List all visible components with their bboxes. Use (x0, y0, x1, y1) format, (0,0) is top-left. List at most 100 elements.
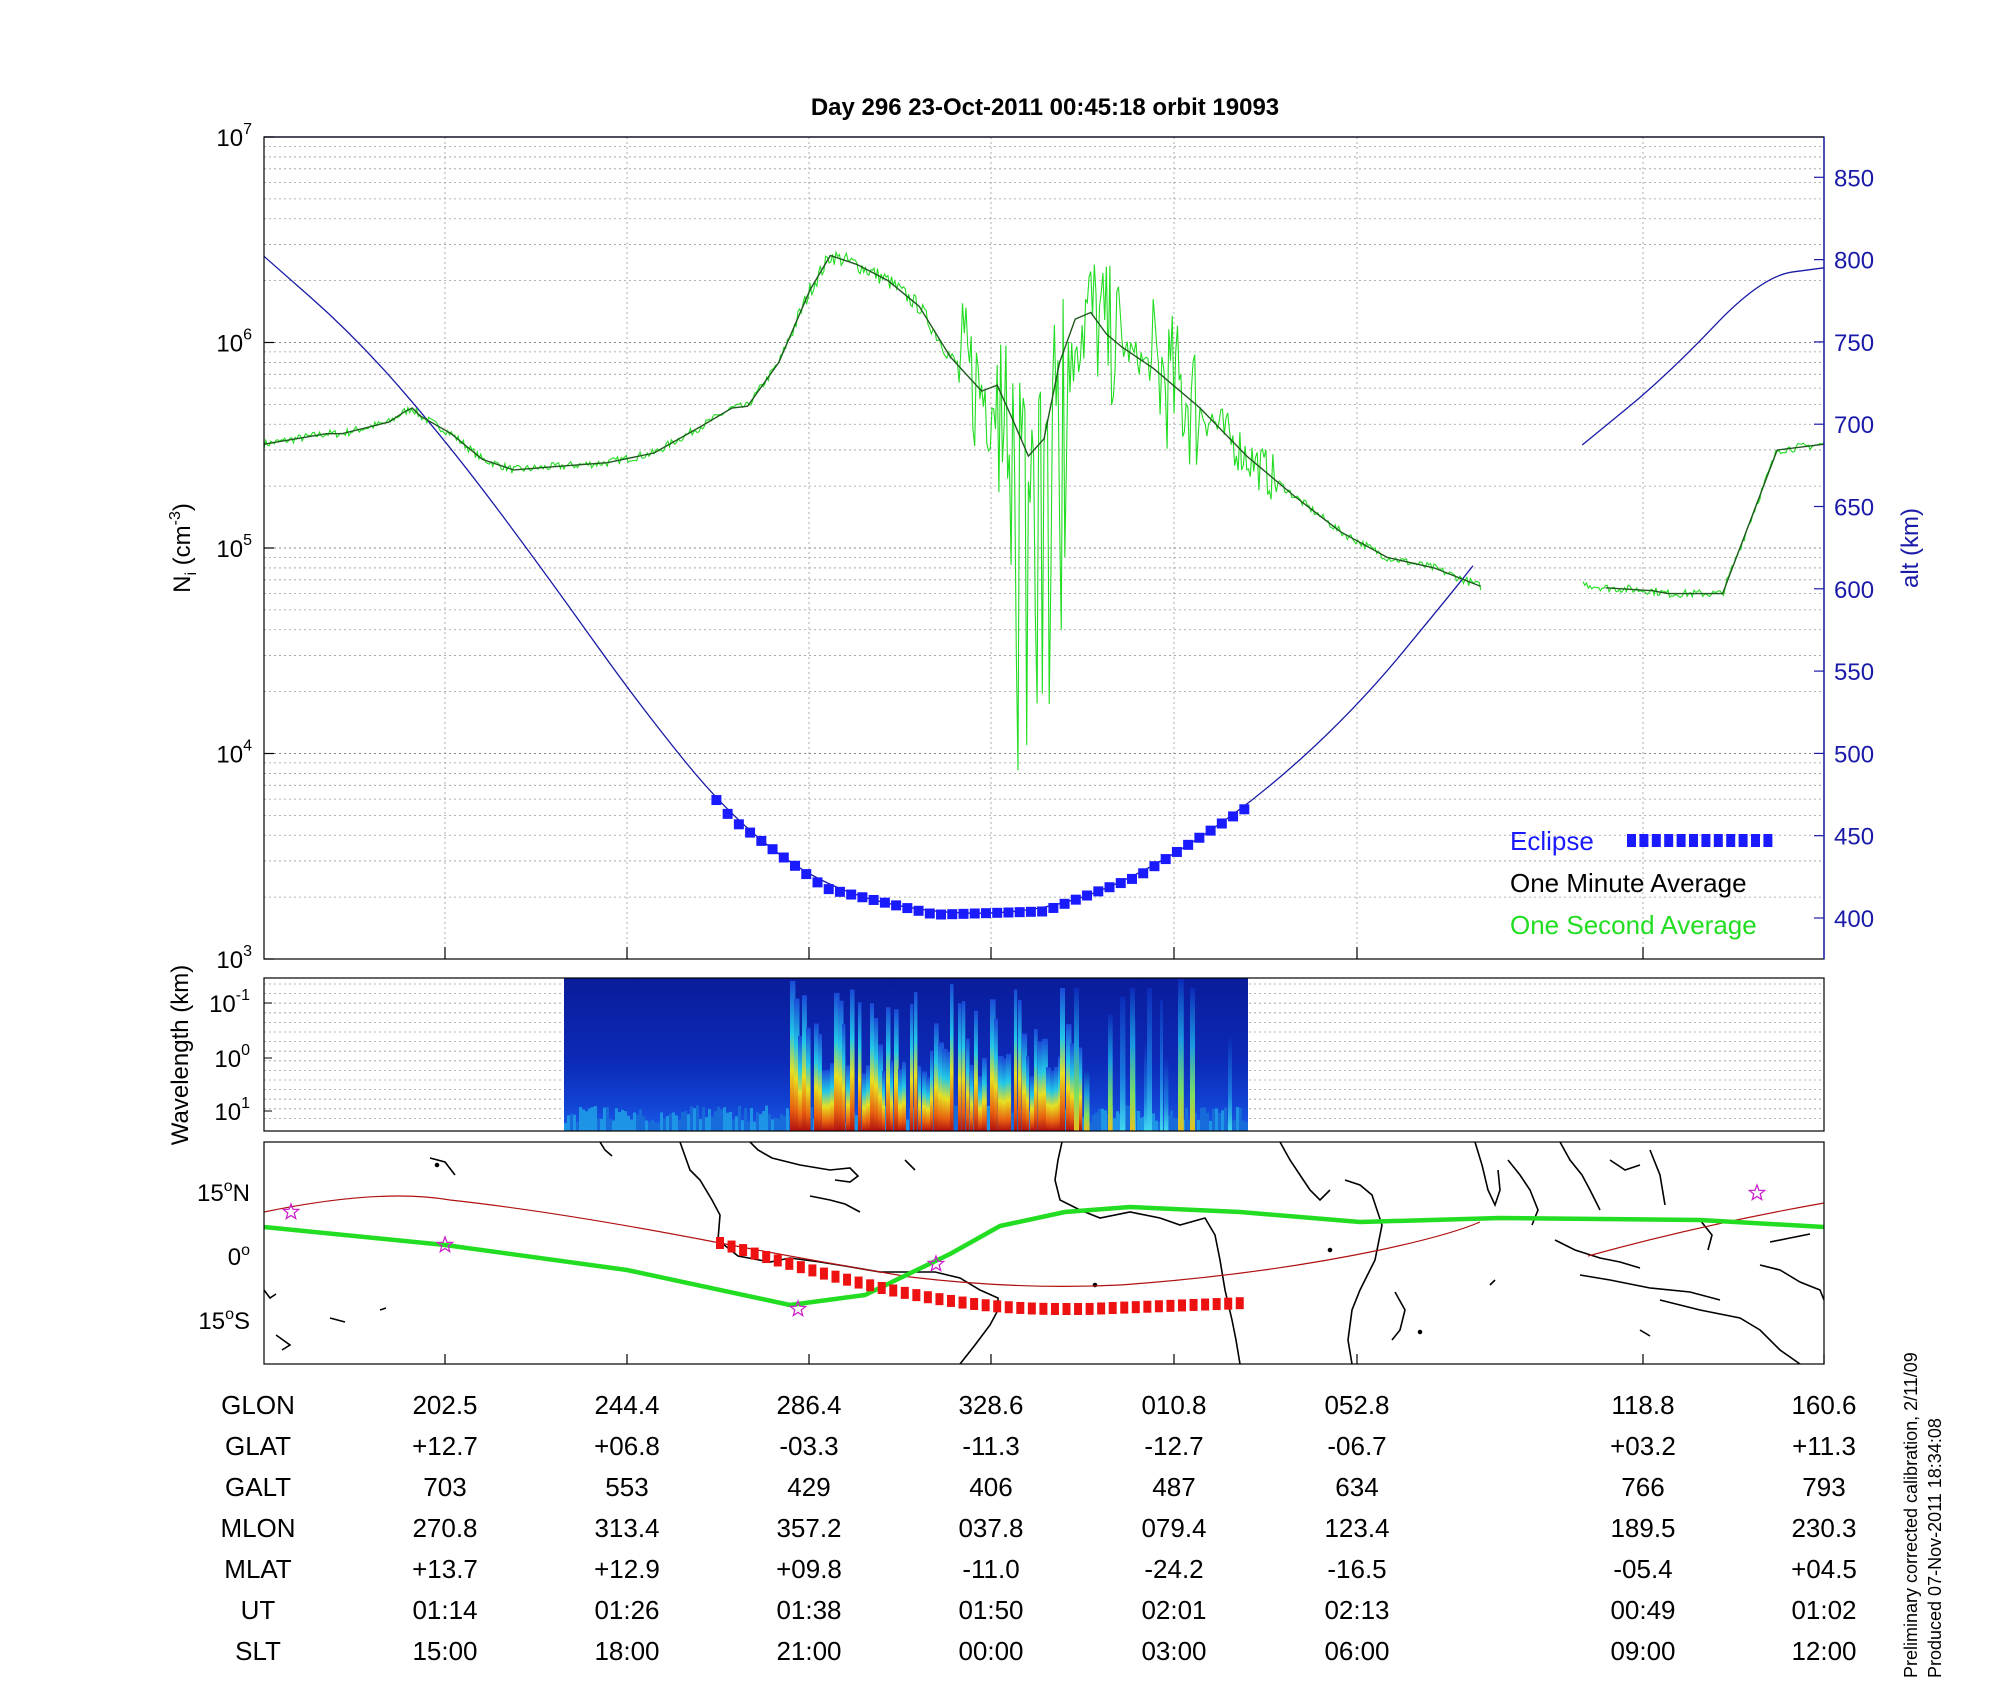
eclipse-marker (1037, 906, 1048, 917)
y-tick-base: 10 (216, 125, 243, 152)
eclipse-track-marker (785, 1257, 794, 1270)
table-cell: +13.7 (412, 1554, 478, 1584)
spectrogram-tick-base: 10 (214, 1099, 241, 1126)
table-row-label: GALT (225, 1472, 291, 1502)
table-cell: 21:00 (776, 1636, 841, 1666)
table-cell: 00:00 (958, 1636, 1023, 1666)
orbit-ground-track (263, 1195, 1825, 1287)
spectrogram-burst (970, 1064, 974, 1131)
spectrogram-burst (1078, 1047, 1083, 1131)
spectrogram-column (651, 1119, 654, 1131)
map-lat-ticks: 15oN 0o 15oS (197, 1178, 250, 1335)
spectrogram-burst (1070, 1043, 1075, 1131)
spectrogram-column (606, 1106, 609, 1131)
eclipse-track-marker (1178, 1299, 1186, 1312)
coastline (1344, 1179, 1383, 1365)
spectrogram-column (1233, 1119, 1236, 1131)
table-cell: 202.5 (412, 1390, 477, 1420)
lat-tick-0: 0o (228, 1242, 250, 1271)
altitude-curve (263, 255, 1825, 914)
eclipse-marker (778, 852, 789, 863)
table-row-label: GLAT (225, 1431, 291, 1461)
spectrogram-burst (858, 1002, 862, 1131)
alt-tick-label: 400 (1834, 906, 1874, 933)
spectrogram-column (669, 1113, 672, 1131)
spectrogram-column (906, 1119, 909, 1131)
eclipse-track-marker (1097, 1302, 1106, 1315)
spectrogram-column (645, 1120, 648, 1131)
eclipse-marker (947, 909, 958, 920)
table-cell: 010.8 (1141, 1390, 1206, 1420)
coastline (1649, 1149, 1666, 1206)
eclipse-track-marker (970, 1297, 979, 1310)
spectrogram-column (585, 1111, 588, 1131)
legend-minute-label: One Minute Average (1510, 868, 1747, 898)
spectrogram-burst (850, 989, 855, 1131)
geomagnetic-equator (263, 1204, 1825, 1308)
eclipse-markers (711, 795, 1250, 920)
spectrogram-burst (1026, 1056, 1030, 1131)
spectrogram-column (1158, 1121, 1161, 1131)
spectrogram-column (666, 1116, 669, 1131)
spectrogram-burst (1108, 1014, 1113, 1131)
spectrogram-column (660, 1112, 663, 1131)
spectrogram-burst (834, 992, 840, 1131)
eclipse-marker (801, 869, 812, 880)
spectrogram-burst (938, 1042, 944, 1131)
spectrogram-burst (1018, 999, 1022, 1131)
minute-average-segment (263, 254, 1482, 588)
coastline (809, 1195, 861, 1213)
spectrogram-column (630, 1119, 633, 1131)
spectrogram-column (1236, 1106, 1239, 1131)
spectrogram-column (1125, 1105, 1128, 1131)
spectrogram-column (714, 1111, 717, 1131)
spectrogram-burst (846, 1065, 851, 1131)
star-marker (926, 1254, 946, 1272)
eclipse-marker (812, 877, 823, 888)
spectrogram-column (1089, 1122, 1092, 1131)
eclipse-track-marker (1050, 1302, 1059, 1315)
table-cell: +11.3 (1792, 1431, 1856, 1461)
spectrogram-column (1101, 1108, 1104, 1131)
legend-eclipse-square (1713, 834, 1723, 847)
table-cell: 793 (1802, 1472, 1845, 1502)
spectrogram-column (717, 1106, 720, 1131)
table-cell: 12:00 (1791, 1636, 1856, 1666)
legend-second-label: One Second Average (1510, 910, 1757, 940)
one-second-average-line (263, 250, 1825, 771)
spectrogram-column (1194, 1112, 1197, 1131)
spectrogram-column (1185, 1107, 1188, 1131)
spectrogram-burst (862, 1073, 867, 1131)
alt-tick-label: 700 (1834, 412, 1874, 439)
eclipse-marker (1228, 811, 1239, 822)
spectrogram-column (687, 1114, 690, 1131)
lat-0-deg: o (241, 1242, 250, 1259)
table-cell: 634 (1335, 1472, 1378, 1502)
eclipse-track-marker (935, 1293, 944, 1306)
eclipse-marker (1093, 886, 1104, 897)
spectrogram-burst (918, 1066, 922, 1131)
eclipse-marker (1194, 832, 1205, 843)
coastline (1759, 1264, 1825, 1301)
spectrogram-burst (1022, 1033, 1028, 1131)
spectrogram-burst (898, 1069, 904, 1131)
spectrogram-burst (1228, 1037, 1232, 1131)
table-cell: -11.3 (962, 1431, 1019, 1461)
table-cell: 270.8 (412, 1513, 477, 1543)
spectrogram-burst (1014, 989, 1018, 1131)
spectrogram-burst (1042, 1038, 1048, 1131)
spectrogram-column (1113, 1118, 1116, 1131)
spectrogram-column (624, 1111, 627, 1131)
alt-tick-label: 500 (1834, 741, 1874, 768)
eclipse-marker (924, 908, 935, 919)
coastline (329, 1317, 346, 1323)
spectrogram-burst (942, 1048, 948, 1131)
spectrogram-column (684, 1111, 687, 1131)
spectrogram-column (633, 1112, 636, 1131)
spectrogram-column (696, 1105, 699, 1131)
legend-eclipse-square (1689, 834, 1698, 847)
alt-tick-label: 550 (1834, 659, 1874, 686)
